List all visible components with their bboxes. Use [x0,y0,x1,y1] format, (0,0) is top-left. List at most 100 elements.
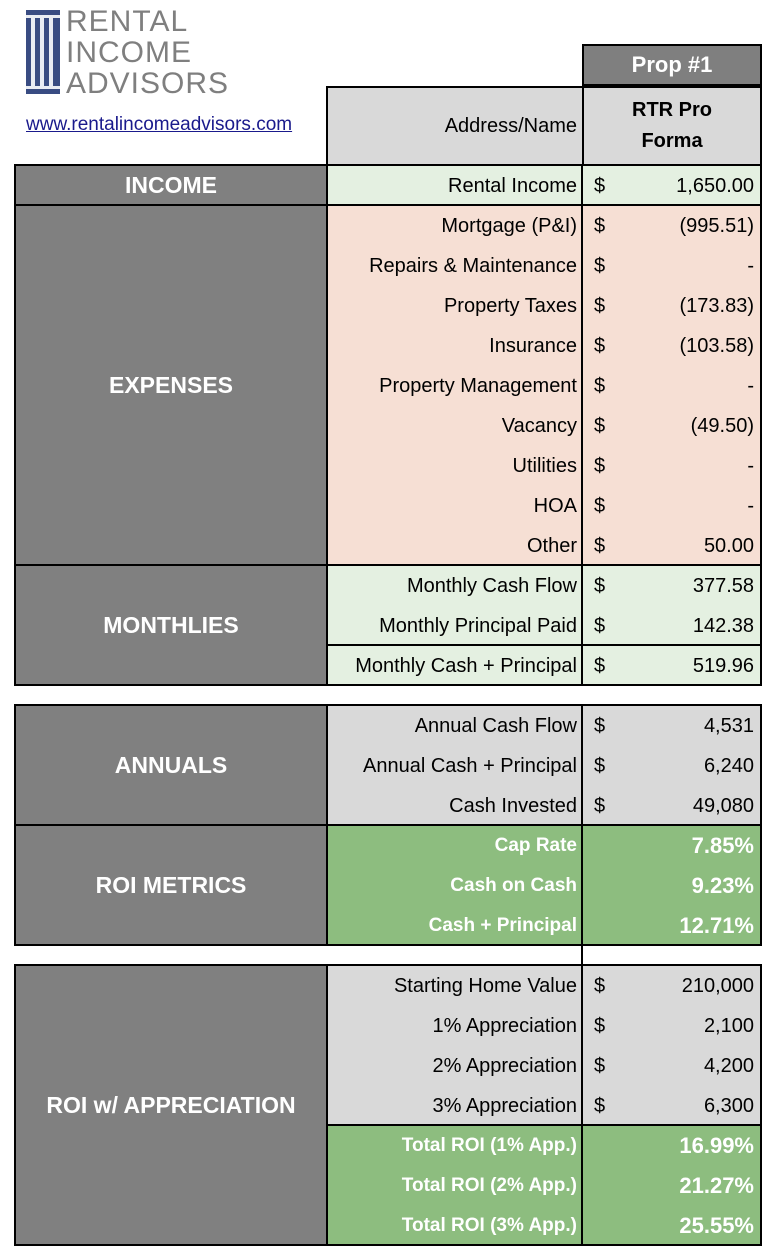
section-monthlies: MONTHLIES [14,564,328,686]
currency-symbol: $ [594,414,606,437]
section-annuals: ANNUALS [14,704,328,826]
address-label: Address/Name [326,86,582,166]
expenses-label: Property Taxes [328,286,582,326]
expenses-label: HOA [328,486,582,526]
expenses-value-cell: $ - [583,486,760,526]
expenses-value-cell: $ (173.83) [583,286,760,326]
monthlies-value-cell: $519.96 [583,646,760,686]
expenses-value: - [747,454,754,477]
expenses-label: Repairs & Maintenance [328,246,582,286]
section-income: INCOME [14,164,328,206]
roi-metrics-label: Cash on Cash [328,866,582,906]
appreciation-value-cell: $2,100 [583,1006,760,1046]
monthlies-value: 142.38 [692,614,754,637]
appreciation-label: 2% Appreciation [328,1046,582,1086]
currency-symbol: $ [594,654,606,677]
appreciation-value-cell: $4,200 [583,1046,760,1086]
currency-symbol: $ [594,294,606,317]
expenses-label: Insurance [328,326,582,366]
expenses-value-cell: $50.00 [583,526,760,566]
appreciation-label: 1% Appreciation [328,1006,582,1046]
monthlies-label: Monthly Principal Paid [328,606,582,646]
currency-symbol: $ [594,754,606,777]
appreciation-roi-value: 16.99% [679,1133,754,1158]
appreciation-label: 3% Appreciation [328,1086,582,1126]
currency-symbol: $ [594,214,606,237]
appreciation-value: 2,100 [703,1014,754,1037]
currency-symbol: $ [594,1094,606,1117]
currency-symbol: $ [594,1014,606,1037]
roi-metrics-value-cell: 12.71% [583,906,760,946]
appreciation-roi-value-cell: 21.27% [583,1166,760,1206]
annuals-value-cell: $4,531 [583,706,760,746]
roi-metrics-value: 7.85% [691,833,754,858]
annuals-label: Cash Invested [328,786,582,826]
currency-symbol: $ [594,534,606,557]
annuals-value: 6,240 [703,754,754,777]
currency-symbol: $ [594,714,606,737]
expenses-value-cell: $ (995.51) [583,206,760,246]
expenses-value: (103.58) [679,334,755,357]
income-value: 1,650.00 [676,174,754,197]
expenses-value-cell: $ - [583,446,760,486]
currency-symbol: $ [594,974,606,997]
prop-header: Prop #1 [582,44,762,86]
monthlies-label: Monthly Cash + Principal [328,646,582,686]
appreciation-roi-label: Total ROI (3% App.) [328,1206,582,1246]
currency-symbol: $ [594,614,606,637]
annuals-label: Annual Cash + Principal [328,746,582,786]
section-roi-metrics: ROI METRICS [14,824,328,946]
appreciation-value-cell: $6,300 [583,1086,760,1126]
appreciation-value: 4,200 [703,1054,754,1077]
expenses-value-cell: $ (49.50) [583,406,760,446]
expenses-value: - [747,254,754,277]
address-value-line1: RTR Pro [632,99,712,121]
roi-metrics-value-cell: 7.85% [583,826,760,866]
appreciation-label: Starting Home Value [328,966,582,1006]
expenses-value: (49.50) [690,414,754,437]
logo-text-line3: ADVISORS [66,67,230,100]
monthlies-label: Monthly Cash Flow [328,566,582,606]
appreciation-roi-value-cell: 25.55% [583,1206,760,1246]
expenses-value: - [747,494,754,517]
expenses-label: Utilities [328,446,582,486]
currency-symbol: $ [594,794,606,817]
expenses-label: Mortgage (P&I) [328,206,582,246]
appreciation-roi-label: Total ROI (1% App.) [328,1126,582,1166]
address-value-line2: Forma [641,130,703,152]
section-expenses: EXPENSES [14,204,328,566]
currency-symbol: $ [594,254,606,277]
annuals-value: 4,531 [703,714,754,737]
roi-metrics-value-cell: 9.23% [583,866,760,906]
currency-symbol: $ [594,494,606,517]
appreciation-roi-value-cell: 16.99% [583,1126,760,1166]
monthlies-value-cell: $142.38 [583,606,760,646]
annuals-label: Annual Cash Flow [328,706,582,746]
currency-symbol: $ [594,174,606,197]
currency-symbol: $ [594,334,606,357]
monthlies-value-cell: $377.58 [583,566,760,606]
income-label: Rental Income [328,166,582,206]
expenses-value-cell: $ - [583,246,760,286]
annuals-value: 49,080 [692,794,754,817]
expenses-value-cell: $ (103.58) [583,326,760,366]
appreciation-value: 6,300 [703,1094,754,1117]
roi-metrics-value: 9.23% [691,873,754,898]
logo-icon [26,10,60,94]
logo-text-line1: RENTAL [66,5,189,38]
appreciation-roi-label: Total ROI (2% App.) [328,1166,582,1206]
currency-symbol: $ [594,574,606,597]
monthlies-value: 519.96 [692,654,754,677]
annuals-value-cell: $6,240 [583,746,760,786]
appreciation-roi-value: 21.27% [679,1173,754,1198]
currency-symbol: $ [594,374,606,397]
roi-metrics-label: Cap Rate [328,826,582,866]
currency-symbol: $ [594,454,606,477]
expenses-value: (995.51) [679,214,755,237]
section-roi-appreciation: ROI w/ APPRECIATION [14,964,328,1246]
website-link[interactable]: www.rentalincomeadvisors.com [26,114,293,135]
logo-text-line2: INCOME [66,36,192,69]
appreciation-value-cell: $210,000 [583,966,760,1006]
expenses-label: Vacancy [328,406,582,446]
currency-symbol: $ [594,1054,606,1077]
